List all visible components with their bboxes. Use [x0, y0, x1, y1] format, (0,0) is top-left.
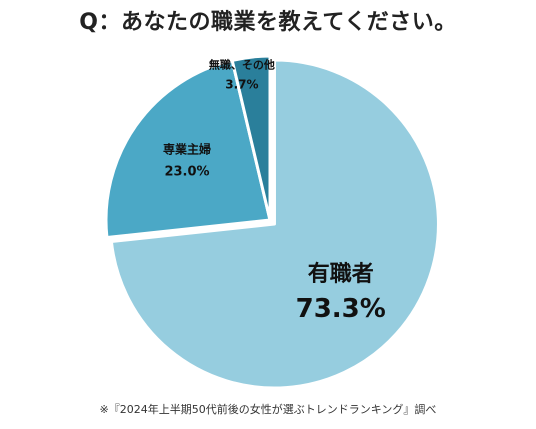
label-housewife: 専業主婦 23.0% — [163, 141, 211, 179]
slice-housewife — [104, 58, 272, 239]
slice-employed — [109, 58, 440, 390]
label-unemployed-other: 無職、その他 3.7% — [209, 57, 275, 91]
label-housewife-value: 23.0% — [164, 164, 209, 179]
source-footnote: ※『2024年上半期50代前後の女性が選ぶトレンドランキング』調べ — [99, 403, 437, 416]
slice-unemployed-other — [230, 54, 272, 222]
chart-title: Q：あなたの職業を教えてください。 — [79, 10, 457, 35]
label-employed-value: 73.3% — [296, 294, 386, 324]
label-unemployed-other-name: 無職、その他 — [209, 57, 275, 71]
pie-slices — [104, 54, 440, 390]
label-employed: 有職者 73.3% — [296, 261, 386, 324]
label-housewife-name: 専業主婦 — [163, 141, 211, 156]
label-employed-name: 有職者 — [308, 261, 374, 287]
pie-labels: 有職者 73.3% 専業主婦 23.0% 無職、その他 3.7% — [163, 57, 386, 323]
label-unemployed-other-value: 3.7% — [225, 77, 258, 91]
